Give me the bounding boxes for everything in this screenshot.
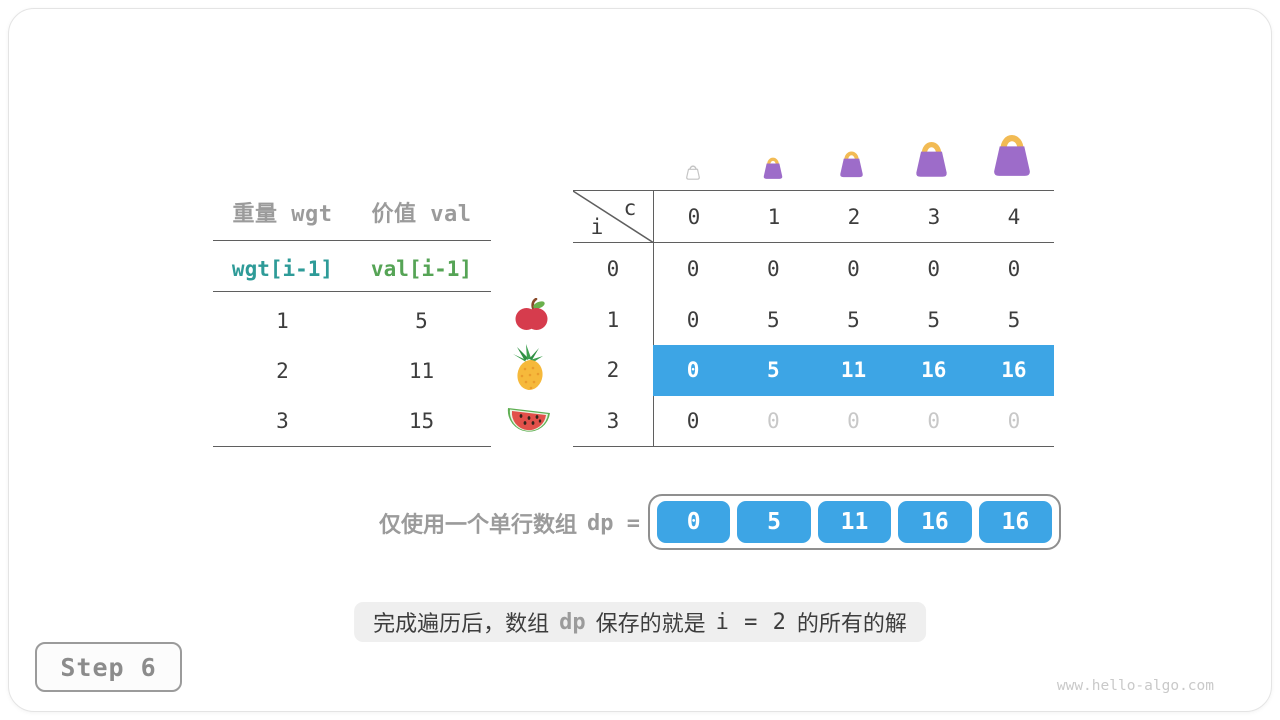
item-table-header-weight: 重量 wgt bbox=[232, 202, 333, 227]
caption-text: 保存的就是 bbox=[595, 611, 706, 636]
dp-cell: 0 bbox=[847, 257, 860, 282]
dp-table-row-1: 1 0 5 5 5 5 bbox=[573, 295, 1054, 346]
dp-cell: 0 bbox=[766, 257, 780, 282]
dp-cell: 5 bbox=[1007, 307, 1021, 332]
dp-array-label: 仅使用一个单行数组 dp = bbox=[300, 506, 640, 540]
dp-array-cell: 5 bbox=[737, 501, 811, 543]
dp-col-variable: c bbox=[623, 196, 637, 220]
dp-col-header: 1 bbox=[767, 205, 781, 229]
dp-col-header: 4 bbox=[1007, 205, 1021, 229]
handbag-icon bbox=[916, 142, 947, 177]
item-table-line-bottom bbox=[213, 446, 491, 447]
item-table-row-2: 2 11 bbox=[213, 346, 491, 396]
item-1-weight: 1 bbox=[276, 309, 289, 333]
dp-row-cells: 0 0 0 0 0 bbox=[653, 396, 1054, 447]
dp-array-label-code: dp = bbox=[587, 510, 640, 536]
wgt-variable-label: wgt[i-1] bbox=[231, 257, 334, 281]
dp-row-cells: 0 5 5 5 5 bbox=[653, 295, 1054, 346]
dp-row-variable: i bbox=[590, 215, 604, 239]
item-table-header-value: 价值 val bbox=[371, 202, 472, 227]
dp-array-cell: 0 bbox=[657, 501, 731, 543]
dp-col-header: 3 bbox=[927, 205, 941, 229]
apple-icon bbox=[515, 298, 548, 330]
item-table-row-3: 3 15 bbox=[213, 396, 491, 446]
dp-cell: 0 bbox=[927, 408, 941, 433]
dp-cell: 16 bbox=[921, 358, 947, 383]
dp-cell: 5 bbox=[766, 358, 780, 383]
item-table-row-1: 1 5 bbox=[213, 296, 491, 346]
dp-table-line-header bbox=[573, 242, 1054, 243]
dp-table-line-bottom bbox=[573, 446, 1054, 447]
dp-cell: 16 bbox=[1001, 358, 1027, 383]
dp-table-row-3: 3 0 0 0 0 0 bbox=[573, 396, 1054, 447]
item-table-line-mid bbox=[213, 291, 491, 292]
dp-cell: 0 bbox=[1007, 408, 1021, 433]
caption-i-expression: i = 2 bbox=[715, 609, 787, 635]
item-table-line-top bbox=[213, 240, 491, 241]
dp-cell: 0 bbox=[686, 257, 700, 282]
dp-table-row-0: 0 0 0 0 0 0 bbox=[573, 244, 1054, 295]
step-badge: Step 6 bbox=[35, 642, 182, 692]
dp-array-cell: 11 bbox=[817, 501, 892, 543]
dp-cell: 0 bbox=[927, 257, 941, 282]
dp-table-row-2-highlighted: 2 0 5 11 16 16 bbox=[573, 345, 1054, 396]
dp-cell: 0 bbox=[847, 408, 860, 433]
handbag-icon bbox=[763, 157, 783, 179]
dp-cell: 5 bbox=[766, 307, 780, 332]
dp-cell: 0 bbox=[686, 408, 700, 433]
diagram-card bbox=[8, 8, 1272, 712]
pineapple-icon bbox=[513, 344, 543, 390]
ghost-handbag-icon bbox=[686, 165, 700, 180]
item-table-var-row: wgt[i-1] val[i-1] bbox=[213, 250, 491, 288]
dp-row-label: 2 bbox=[606, 358, 620, 383]
dp-table-line-top bbox=[573, 190, 1054, 191]
caption-dp-code: dp bbox=[559, 609, 586, 635]
dp-table-corner-diagonal bbox=[573, 191, 654, 243]
dp-array: 0 5 11 16 16 bbox=[648, 494, 1061, 550]
watermelon-icon bbox=[507, 408, 550, 432]
caption-text: 的所有的解 bbox=[796, 611, 907, 636]
item-3-weight: 3 bbox=[276, 409, 289, 433]
dp-cell: 0 bbox=[1007, 257, 1021, 282]
item-1-value: 5 bbox=[415, 309, 428, 333]
dp-cell: 5 bbox=[927, 307, 941, 332]
dp-cell: 0 bbox=[686, 307, 700, 332]
item-table-header: 重量 wgt 价值 val bbox=[213, 195, 491, 229]
watermark: www.hello-algo.com bbox=[1056, 678, 1214, 694]
item-2-value: 11 bbox=[408, 359, 435, 383]
caption-text: 完成遍历后，数组 bbox=[373, 611, 550, 636]
dp-table-column-headers: 0 1 2 3 4 bbox=[654, 196, 1054, 238]
dp-cell: 0 bbox=[686, 358, 700, 383]
dp-row-label: 3 bbox=[606, 408, 620, 433]
dp-array-label-text: 仅使用一个单行数组 bbox=[379, 512, 578, 537]
dp-cell: 0 bbox=[766, 408, 780, 433]
item-2-weight: 2 bbox=[276, 359, 289, 383]
dp-cell: 11 bbox=[840, 358, 867, 383]
dp-array-cell: 16 bbox=[978, 501, 1053, 543]
item-3-value: 15 bbox=[408, 409, 435, 433]
dp-row-label: 1 bbox=[606, 307, 620, 332]
dp-col-header: 2 bbox=[847, 205, 861, 229]
dp-table-line-vertical bbox=[653, 190, 654, 447]
dp-row-cells: 0 5 11 16 16 bbox=[653, 345, 1054, 396]
dp-col-header: 0 bbox=[687, 205, 701, 229]
dp-cell: 5 bbox=[847, 307, 860, 332]
handbag-icon bbox=[840, 151, 863, 178]
dp-row-cells: 0 0 0 0 0 bbox=[653, 244, 1054, 295]
handbag-icon bbox=[994, 135, 1030, 176]
dp-array-cell: 16 bbox=[898, 501, 972, 543]
dp-row-label: 0 bbox=[606, 257, 620, 282]
dp-table-body: 0 0 0 0 0 0 1 0 5 5 5 5 2 0 5 bbox=[573, 244, 1054, 446]
caption-banner: 完成遍历后，数组 dp 保存的就是 i = 2 的所有的解 bbox=[354, 602, 926, 642]
val-variable-label: val[i-1] bbox=[370, 257, 473, 281]
